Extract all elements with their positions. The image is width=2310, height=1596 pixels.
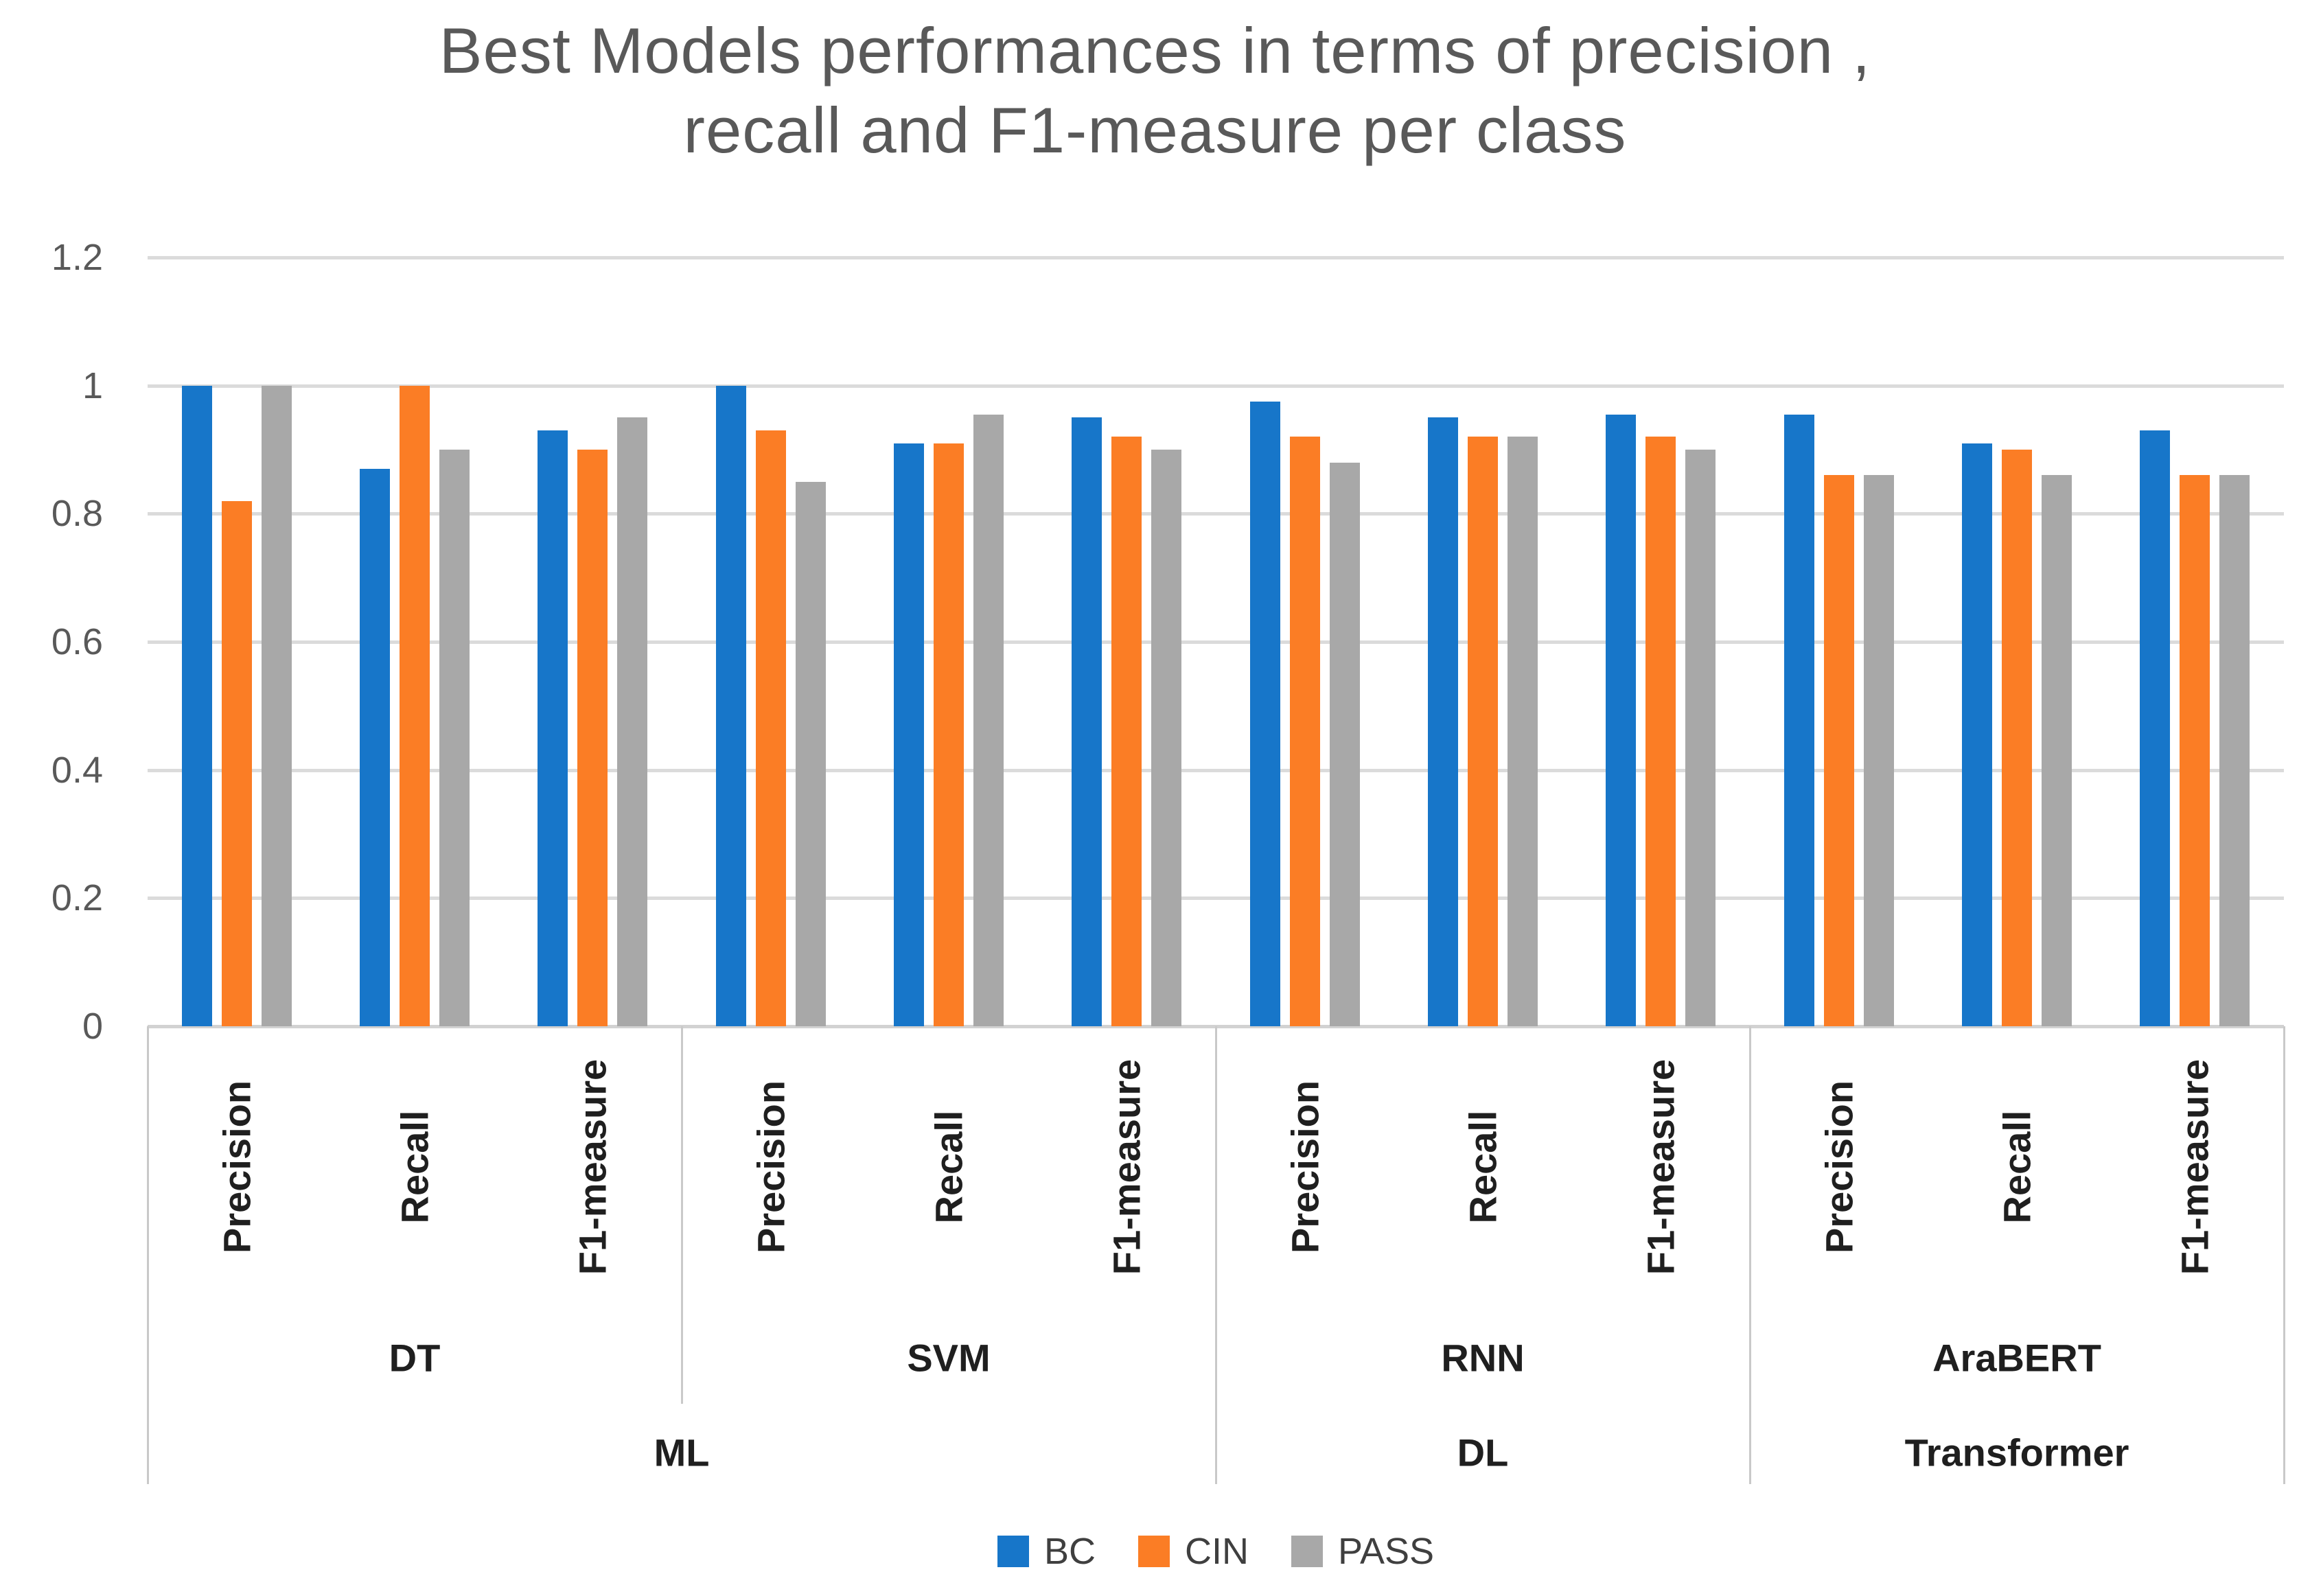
- family-label: ML: [654, 1431, 710, 1474]
- legend-item-pass: PASS: [1291, 1533, 1434, 1570]
- bar-cin-11: [2180, 475, 2210, 1026]
- gridline: [148, 768, 2284, 772]
- measure-label: Recall: [393, 1110, 437, 1224]
- bar-cin-10: [2002, 450, 2032, 1026]
- bar-pass-2: [617, 417, 648, 1026]
- legend-swatch-cin: [1137, 1536, 1170, 1567]
- family-divider: [1748, 1026, 1751, 1484]
- measure-label: Recall: [1995, 1110, 2039, 1224]
- measure-label: F1-measure: [1105, 1059, 1148, 1275]
- y-axis-tick-label: 1.2: [51, 237, 103, 278]
- y-axis-tick-label: 0.4: [51, 749, 103, 791]
- bar-bc-1: [360, 469, 390, 1026]
- chart-title-line2: recall and F1-measure per class: [683, 93, 1627, 166]
- legend-label: BC: [1043, 1531, 1096, 1572]
- y-axis-tick-label: 0.6: [51, 621, 103, 662]
- legend-swatch-pass: [1291, 1536, 1323, 1567]
- bar-cin-1: [400, 385, 430, 1026]
- measure-label: Recall: [1461, 1110, 1505, 1224]
- bar-pass-3: [795, 481, 826, 1026]
- y-axis-tick-label: 0: [82, 1006, 103, 1047]
- measure-label: Precision: [215, 1080, 259, 1254]
- bar-bc-9: [1783, 414, 1814, 1026]
- gridline: [148, 256, 2284, 259]
- y-axis-tick-label: 0.2: [51, 877, 103, 919]
- legend-item-cin: CIN: [1137, 1531, 1249, 1572]
- bar-pass-10: [2042, 475, 2072, 1026]
- bar-pass-8: [1685, 450, 1716, 1026]
- bar-cin-2: [577, 450, 608, 1026]
- measure-label: F1-measure: [570, 1059, 614, 1275]
- model-label: AraBERT: [1932, 1336, 2101, 1380]
- bar-bc-0: [181, 385, 212, 1026]
- legend: BC CIN PASS: [148, 1533, 2284, 1570]
- family-divider: [1214, 1026, 1217, 1484]
- bar-bc-11: [2140, 430, 2171, 1026]
- measure-label: F1-measure: [2173, 1059, 2217, 1275]
- bar-pass-6: [1329, 462, 1360, 1026]
- bar-bc-4: [894, 443, 924, 1026]
- bar-pass-11: [2219, 475, 2250, 1026]
- bar-cin-5: [1111, 437, 1142, 1026]
- chart-title-line1: Best Models performances in terms of pre…: [439, 14, 1871, 86]
- bar-bc-8: [1606, 414, 1637, 1026]
- bar-cin-0: [221, 500, 252, 1026]
- measure-label: Precision: [1817, 1080, 1861, 1254]
- bar-pass-7: [1508, 437, 1538, 1026]
- axis-border-left: [146, 1026, 149, 1484]
- bar-bc-10: [1962, 443, 1992, 1026]
- bar-cin-6: [1289, 437, 1320, 1026]
- y-axis-tick-label: 0.8: [51, 493, 103, 535]
- bar-pass-1: [439, 450, 470, 1026]
- bar-pass-9: [1863, 475, 1894, 1026]
- bar-cin-3: [755, 430, 786, 1026]
- bar-cin-4: [934, 443, 964, 1026]
- gridline: [148, 640, 2284, 644]
- bar-cin-8: [1645, 437, 1676, 1026]
- bar-bc-5: [1072, 417, 1102, 1026]
- measure-label: Precision: [749, 1080, 793, 1254]
- y-axis-tick-label: 1: [82, 365, 103, 406]
- axis-border-right: [2283, 1026, 2285, 1484]
- gridline: [148, 897, 2284, 901]
- model-label: SVM: [907, 1336, 991, 1380]
- legend-swatch-bc: [997, 1536, 1029, 1567]
- bar-bc-7: [1428, 417, 1458, 1026]
- bar-cin-7: [1468, 437, 1498, 1026]
- gridline: [148, 512, 2284, 516]
- bar-pass-5: [1151, 450, 1182, 1026]
- legend-label: CIN: [1184, 1531, 1249, 1572]
- legend-label: PASS: [1337, 1531, 1435, 1572]
- bar-bc-3: [715, 385, 746, 1026]
- gridline: [148, 384, 2284, 388]
- legend-item-bc: BC: [997, 1533, 1096, 1570]
- bar-bc-6: [1249, 402, 1280, 1026]
- measure-label: Precision: [1283, 1080, 1327, 1254]
- measure-label: Recall: [927, 1110, 971, 1224]
- bar-pass-4: [973, 414, 1004, 1026]
- bar-pass-0: [261, 385, 292, 1026]
- bar-cin-9: [1823, 475, 1854, 1026]
- family-label: Transformer: [1904, 1431, 2129, 1474]
- model-divider: [680, 1026, 683, 1404]
- measure-label: F1-measure: [1639, 1059, 1683, 1275]
- model-label: RNN: [1441, 1336, 1525, 1380]
- model-label: DT: [389, 1336, 441, 1380]
- family-label: DL: [1457, 1431, 1509, 1474]
- chart-title: Best Models performances in terms of pre…: [0, 11, 2310, 170]
- bar-bc-2: [538, 430, 568, 1026]
